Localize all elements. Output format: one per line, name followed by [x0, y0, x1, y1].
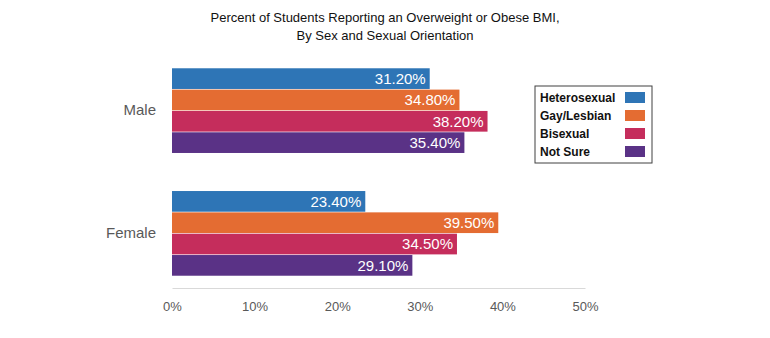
bar [172, 191, 365, 212]
bars [172, 68, 498, 275]
tick-label: 20% [325, 299, 351, 314]
data-label: 29.10% [357, 257, 408, 274]
tick: 20% [325, 288, 351, 314]
legend-swatch [625, 146, 645, 157]
data-label: 39.50% [443, 214, 494, 231]
tick: 10% [242, 288, 268, 314]
tick-label: 10% [242, 299, 268, 314]
bar [172, 90, 459, 111]
category-label: Male [123, 101, 156, 118]
bar [172, 111, 488, 132]
tick: Female [106, 224, 172, 241]
tick-label: 30% [407, 299, 433, 314]
tick-label: 40% [490, 299, 516, 314]
legend-swatch [625, 128, 645, 139]
tick: 0% [163, 288, 182, 314]
bar [172, 68, 430, 89]
legend-label: Heterosexual [540, 91, 615, 105]
tick: Male [123, 101, 172, 118]
bar [172, 255, 412, 276]
tick-label: 50% [572, 299, 598, 314]
axis-line [172, 57, 173, 289]
legend-label: Not Sure [540, 145, 590, 159]
data-label: 34.80% [405, 91, 456, 108]
legend-box [535, 86, 652, 163]
legend-label: Gay/Lesbian [540, 109, 611, 123]
data-label: 38.20% [433, 113, 484, 130]
data-label: 34.50% [402, 235, 453, 252]
data-labels: 31.20% 23.40% 34.80% 39.50% 38.20% 34.50% 35.4… [310, 70, 494, 274]
legend-swatch [625, 92, 645, 103]
data-label: 31.20% [375, 70, 426, 87]
category-label: Female [106, 224, 156, 241]
bar [172, 234, 457, 255]
bar [172, 132, 464, 153]
tick: 30% [407, 288, 433, 314]
tick-label: 0% [163, 299, 182, 314]
x-axis: 0% 10% 20% 30% 40% 50% [163, 288, 599, 314]
y-axis: Male Female [106, 57, 173, 289]
bar [172, 212, 498, 233]
title: Percent of Students Reporting an Overwei… [210, 10, 559, 25]
data-label: 35.40% [410, 134, 461, 151]
data-label: 23.40% [310, 193, 361, 210]
chart: Percent of Students Reporting an Overwei… [0, 0, 770, 338]
tick: 40% [490, 288, 516, 314]
axis-line [173, 288, 586, 289]
legend: Heterosexual Gay/Lesbian Bisexual Not Sure [535, 86, 652, 163]
legend-label: Bisexual [540, 127, 589, 141]
tick: 50% [572, 288, 598, 314]
subtitle: By Sex and Sexual Orientation [296, 28, 473, 43]
legend-swatch [625, 110, 645, 121]
